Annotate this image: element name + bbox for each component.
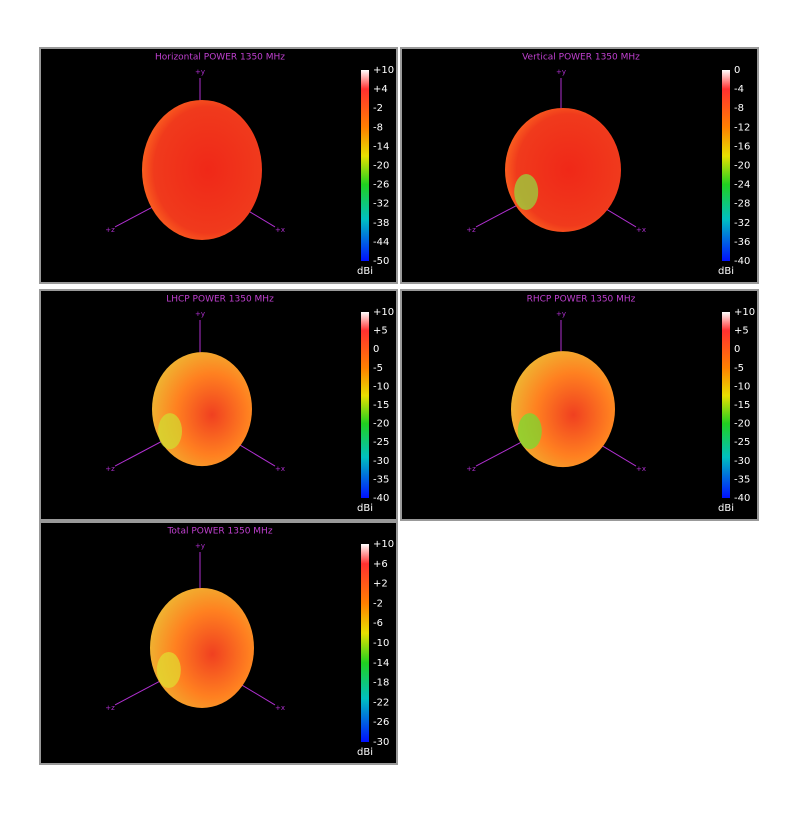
- panel-title: Total POWER 1350 MHz: [166, 527, 272, 537]
- colorbar-tick-label: -44: [373, 237, 389, 248]
- colorbar-tick-label: -40: [373, 493, 389, 504]
- axis-label: +z: [105, 465, 115, 473]
- colorbar-tick-label: -20: [373, 419, 389, 430]
- colorbar-tick-label: +5: [373, 326, 388, 337]
- colorbar-tick-label: -24: [734, 180, 750, 191]
- colorbar-tick-label: +10: [373, 539, 394, 550]
- colorbar-tick-label: -10: [373, 638, 389, 649]
- colorbar: [722, 70, 730, 261]
- colorbar-unit: dBi: [357, 266, 373, 277]
- colorbar-tick-label: -30: [734, 456, 750, 467]
- colorbar-tick-label: 0: [373, 344, 379, 355]
- colorbar: [722, 312, 730, 498]
- colorbar-tick-label: -32: [373, 199, 389, 210]
- pattern-highlight: [517, 413, 542, 450]
- colorbar-tick-label: -4: [734, 84, 744, 95]
- axis-label: +x: [636, 465, 646, 473]
- colorbar-tick-label: 0: [734, 65, 740, 76]
- axis-label: +x: [275, 226, 285, 234]
- colorbar-tick-label: -20: [734, 161, 750, 172]
- colorbar: [361, 312, 369, 498]
- pattern-highlight: [156, 651, 181, 688]
- colorbar-tick-label: -10: [373, 381, 389, 392]
- colorbar-tick-label: -20: [373, 161, 389, 172]
- axis-label: +z: [105, 226, 115, 234]
- axis-label: +y: [556, 310, 566, 318]
- panel-title: Vertical POWER 1350 MHz: [522, 53, 640, 63]
- colorbar-tick-label: -35: [734, 474, 750, 485]
- axis-label: +z: [466, 465, 476, 473]
- colorbar-tick-label: -15: [734, 400, 750, 411]
- colorbar-tick-label: -14: [373, 658, 389, 669]
- axis-label: +y: [195, 310, 205, 318]
- colorbar-unit: dBi: [357, 747, 373, 758]
- colorbar-tick-label: -22: [373, 697, 389, 708]
- colorbar-tick-label: -28: [734, 199, 750, 210]
- panel-title: RHCP POWER 1350 MHz: [527, 295, 636, 305]
- colorbar-tick-label: 0: [734, 344, 740, 355]
- pattern-surface: [505, 107, 621, 232]
- colorbar: [361, 544, 369, 742]
- colorbar-tick-label: -8: [734, 103, 744, 114]
- pattern-highlight: [514, 173, 539, 210]
- colorbar-tick-label: -36: [734, 237, 750, 248]
- colorbar-tick-label: -20: [734, 419, 750, 430]
- colorbar-tick-label: +5: [734, 326, 749, 337]
- colorbar-tick-label: +10: [373, 65, 394, 76]
- colorbar-tick-label: -35: [373, 474, 389, 485]
- colorbar: [361, 70, 369, 261]
- colorbar-unit: dBi: [718, 266, 734, 277]
- pattern-surface: [150, 587, 254, 708]
- colorbar-tick-label: +2: [373, 579, 388, 590]
- pattern-surface: [511, 351, 615, 468]
- axis-label: +x: [275, 704, 285, 712]
- colorbar-tick-label: -5: [734, 363, 744, 374]
- axis-label: +x: [636, 226, 646, 234]
- pattern-surface: [152, 352, 252, 467]
- colorbar-tick-label: -50: [373, 256, 389, 267]
- axis-label: +z: [466, 226, 476, 234]
- colorbar-tick-label: -26: [373, 717, 389, 728]
- colorbar-tick-label: -10: [734, 381, 750, 392]
- colorbar-tick-label: -12: [734, 122, 750, 133]
- colorbar-tick-label: -26: [373, 180, 389, 191]
- colorbar-tick-label: -40: [734, 493, 750, 504]
- axis-label: +z: [105, 704, 115, 712]
- colorbar-unit: dBi: [357, 503, 373, 514]
- colorbar-tick-label: -2: [373, 598, 383, 609]
- colorbar-tick-label: -38: [373, 218, 389, 229]
- colorbar-tick-label: -6: [373, 618, 383, 629]
- colorbar-tick-label: -18: [373, 678, 389, 689]
- panel-title: Horizontal POWER 1350 MHz: [155, 53, 285, 63]
- colorbar-tick-label: -14: [373, 141, 389, 152]
- colorbar-tick-label: -8: [373, 122, 383, 133]
- pattern-surface: [142, 99, 262, 240]
- colorbar-tick-label: -2: [373, 103, 383, 114]
- pattern-highlight: [158, 413, 182, 450]
- colorbar-tick-label: -40: [734, 256, 750, 267]
- colorbar-tick-label: -25: [373, 437, 389, 448]
- colorbar-tick-label: +6: [373, 559, 388, 570]
- axis-label: +y: [195, 542, 205, 550]
- axis-label: +y: [195, 68, 205, 76]
- colorbar-tick-label: -32: [734, 218, 750, 229]
- colorbar-tick-label: +4: [373, 84, 388, 95]
- colorbar-tick-label: +10: [734, 307, 755, 318]
- colorbar-tick-label: -15: [373, 400, 389, 411]
- panel-title: LHCP POWER 1350 MHz: [166, 295, 274, 305]
- axis-label: +y: [556, 68, 566, 76]
- colorbar-unit: dBi: [718, 503, 734, 514]
- colorbar-tick-label: -30: [373, 456, 389, 467]
- colorbar-tick-label: -25: [734, 437, 750, 448]
- colorbar-tick-label: +10: [373, 307, 394, 318]
- axis-label: +x: [275, 465, 285, 473]
- colorbar-tick-label: -5: [373, 363, 383, 374]
- colorbar-tick-label: -16: [734, 141, 750, 152]
- colorbar-tick-label: -30: [373, 737, 389, 748]
